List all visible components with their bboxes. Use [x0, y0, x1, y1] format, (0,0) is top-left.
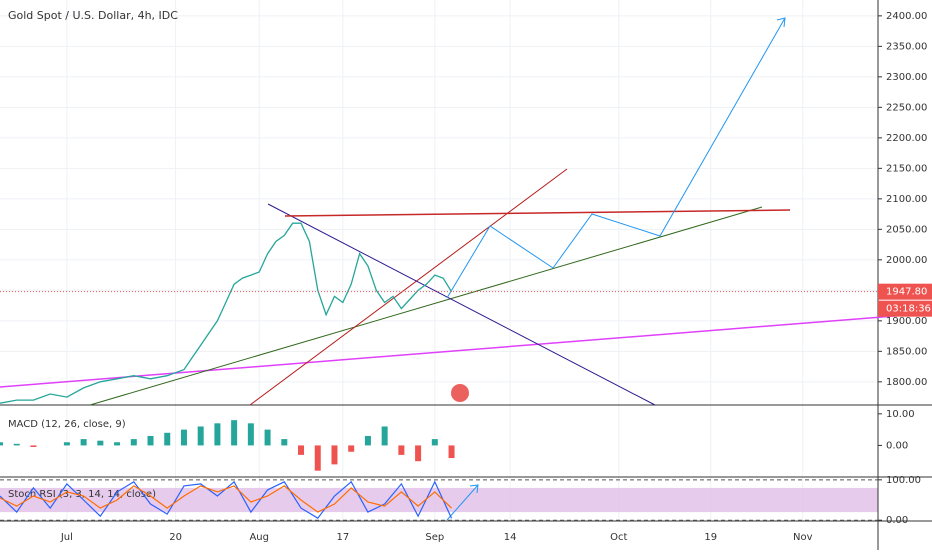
y-tick-label: 2200.00 [886, 133, 927, 144]
histogram-bar [415, 445, 422, 462]
histogram-bar [381, 426, 388, 446]
projection-arrow [776, 17, 786, 28]
histogram-bar [264, 429, 271, 446]
y-tick-label: 2100.00 [886, 194, 927, 205]
histogram-bar [63, 442, 70, 446]
trend-line [267, 203, 656, 406]
x-tick-label: Nov [793, 532, 813, 543]
histogram-bar [314, 445, 321, 471]
trend-line [89, 206, 763, 406]
histogram-bar [97, 440, 104, 446]
y-tick-label: 2300.00 [886, 72, 927, 83]
x-tick-label: 19 [704, 532, 717, 543]
indicator-title: Stoch RSI (3, 3, 14, 14, close) [8, 489, 156, 500]
histogram-bar [331, 445, 338, 465]
projection-path [446, 17, 786, 299]
histogram-bar [30, 445, 37, 447]
histogram-bar [231, 420, 238, 446]
histogram-bar [431, 439, 438, 446]
histogram-bar [298, 445, 305, 455]
y-tick-label: 1800.00 [886, 377, 927, 388]
last-price-tag [878, 283, 932, 300]
histogram-bar [13, 443, 20, 446]
histogram-bar [80, 439, 87, 446]
histogram-bar [114, 442, 121, 446]
x-tick-label: Sep [425, 532, 444, 543]
histogram-bar [164, 432, 171, 446]
indicator-title: MACD (12, 26, close, 9) [8, 419, 126, 430]
y-tick-label: 1850.00 [886, 346, 927, 357]
histogram-bar [348, 445, 355, 452]
last-price-label: 1947.80 [886, 287, 927, 298]
histogram-bar [130, 439, 137, 446]
histogram-bar [197, 426, 204, 446]
histogram-bar [364, 435, 371, 446]
histogram-bar [448, 445, 455, 459]
histogram-bar [180, 429, 187, 446]
x-tick-label: Oct [610, 532, 627, 543]
trend-line [0, 312, 932, 388]
y-tick-label: 2400.00 [886, 11, 927, 22]
x-tick-label: Aug [249, 532, 269, 543]
price-line [0, 222, 453, 404]
indicator-line [0, 485, 452, 513]
y-tick-label: 2000.00 [886, 255, 927, 266]
y-tick-label: 10.00 [886, 409, 915, 420]
y-tick-label: 0.00 [886, 440, 908, 451]
event-icon[interactable] [451, 384, 469, 402]
chart-title: Gold Spot / U.S. Dollar, 4h, IDC [8, 9, 178, 22]
y-tick-label: 1900.00 [886, 316, 927, 327]
projection-path [446, 484, 479, 521]
countdown-label: 03:18:36 [886, 304, 931, 315]
y-tick-label: 2250.00 [886, 102, 927, 113]
histogram-bar [214, 423, 221, 446]
x-tick-label: 20 [169, 532, 182, 543]
y-tick-label: 2150.00 [886, 163, 927, 174]
resistance-line [284, 209, 791, 217]
x-tick-label: 17 [336, 532, 349, 543]
y-tick-label: 2350.00 [886, 41, 927, 52]
y-tick-label: 2050.00 [886, 224, 927, 235]
x-tick-label: 14 [504, 532, 517, 543]
histogram-bar [0, 442, 3, 446]
histogram-bar [247, 423, 254, 446]
x-tick-label: Jul [60, 532, 73, 543]
histogram-bar [398, 445, 405, 455]
histogram-bar [147, 435, 154, 446]
histogram-bar [281, 439, 288, 446]
y-tick-label: 100.00 [886, 475, 921, 486]
countdown-tag [878, 300, 932, 317]
y-tick-label: 0.00 [886, 515, 908, 526]
trend-line [249, 168, 568, 406]
projection-arrow [469, 484, 479, 494]
